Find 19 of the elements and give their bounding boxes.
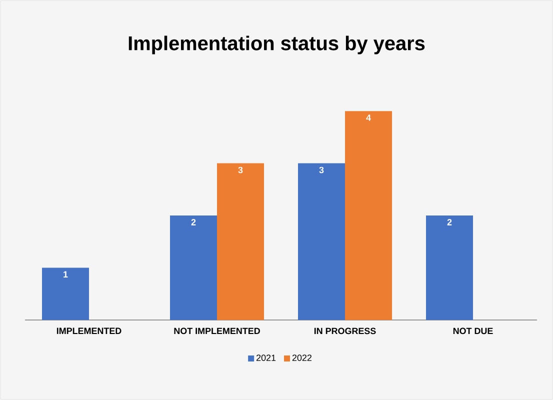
data-label: 4	[366, 114, 371, 121]
bar	[217, 163, 264, 320]
bar	[345, 111, 392, 320]
bar	[426, 216, 474, 320]
bar	[298, 163, 346, 320]
x-tick-label: IN PROGRESS	[314, 328, 376, 334]
data-label: 1	[64, 271, 68, 278]
data-label: 3	[319, 166, 324, 174]
data-label: 3	[238, 166, 243, 174]
chart-title: Implementation status by years	[128, 36, 425, 54]
bar	[170, 216, 218, 320]
bar	[42, 268, 90, 320]
data-label: 2	[191, 219, 196, 226]
x-tick-label: IMPLEMENTED	[56, 328, 122, 334]
legend-label: 2022	[292, 354, 312, 361]
legend-label: 2021	[256, 354, 276, 361]
data-label: 2	[447, 219, 452, 226]
x-tick-label: NOT IMPLEMENTED	[174, 328, 260, 334]
x-tick-label: NOT DUE	[453, 328, 493, 334]
